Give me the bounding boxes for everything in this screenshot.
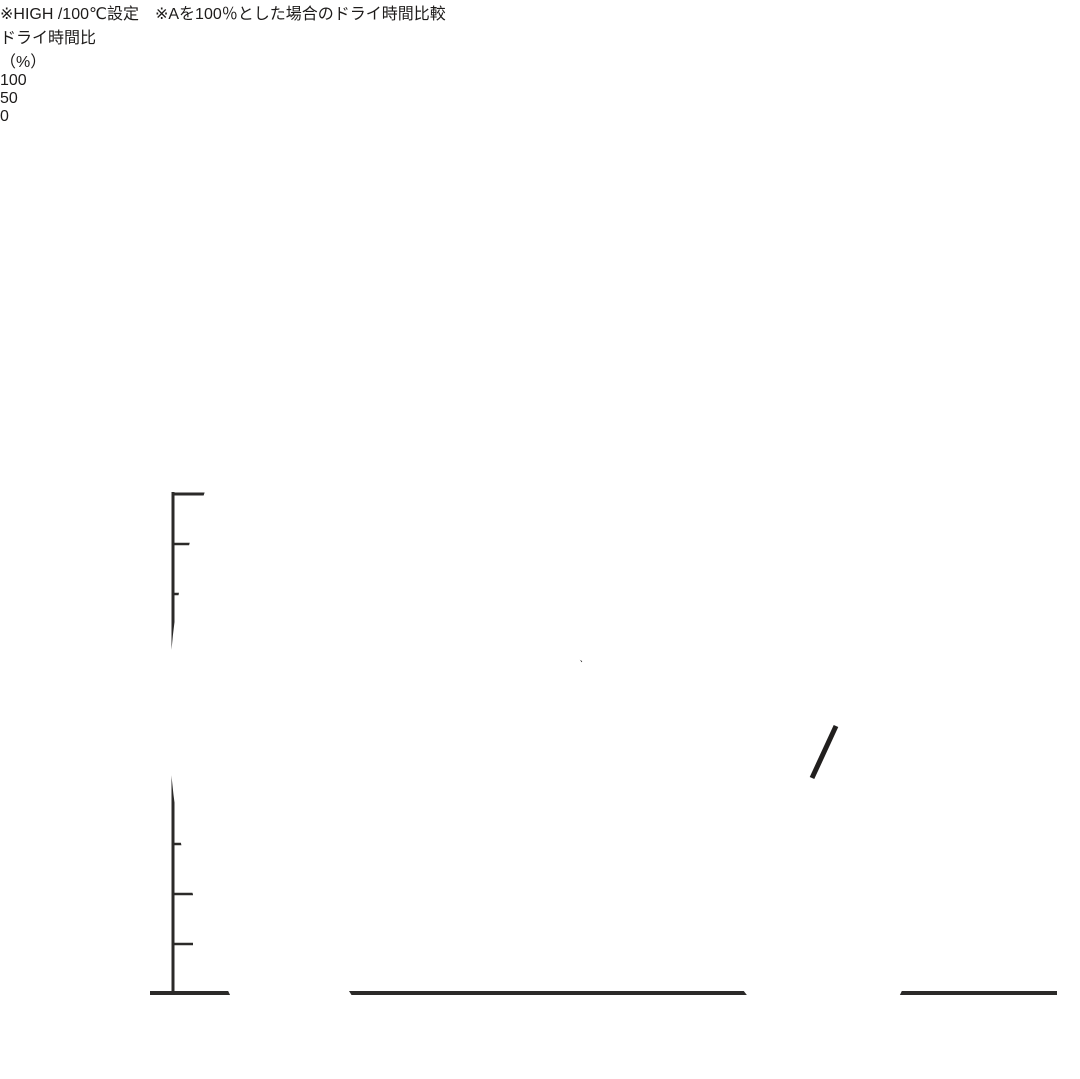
header-banner: Speed さらにドライ時間を短縮 (80, 121, 1050, 1079)
y-tick-label-0: 0 (0, 108, 9, 125)
y-tick-label-50: 50 (0, 90, 18, 107)
q-slash-icon (158, 182, 962, 1079)
y-tick-label-100: 100 (0, 72, 27, 89)
chart-subtitle: ※HIGH /100℃設定 ※Aを100％とした場合のドライ時間比較 (0, 6, 446, 23)
y-axis-title: ドライ時間比 (0, 30, 97, 47)
y-axis-unit: （%） (0, 54, 47, 71)
connector-line-c (809, 724, 839, 780)
